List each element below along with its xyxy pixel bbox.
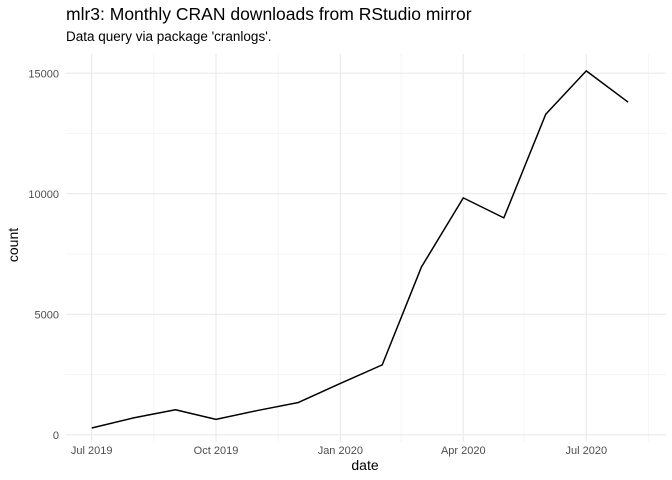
data-point — [339, 382, 341, 384]
x-tick-label: Jan 2020 — [318, 445, 363, 457]
y-axis-tick-labels: 0 5000 10000 15000 — [28, 68, 59, 441]
data-point — [462, 197, 464, 199]
data-point — [381, 364, 383, 366]
y-tick-label: 5000 — [35, 309, 59, 321]
x-tick-label: Oct 2019 — [194, 445, 239, 457]
chart-subtitle: Data query via package 'cranlogs'. — [66, 29, 272, 44]
y-tick-label: 10000 — [28, 189, 59, 201]
data-point — [503, 217, 505, 219]
data-point — [420, 266, 422, 268]
data-point — [585, 70, 587, 72]
y-tick-label: 15000 — [28, 68, 59, 80]
major-gridlines — [66, 54, 666, 442]
x-axis-title: date — [351, 457, 378, 473]
data-point — [174, 409, 176, 411]
series-layer — [91, 70, 629, 429]
minor-gridlines — [66, 54, 666, 442]
data-point — [91, 427, 93, 429]
data-point — [257, 409, 259, 411]
data-point — [297, 401, 299, 403]
chart-title: mlr3: Monthly CRAN downloads from RStudi… — [66, 4, 472, 24]
x-tick-label: Apr 2020 — [441, 445, 486, 457]
data-point — [133, 417, 135, 419]
y-tick-label: 0 — [53, 430, 59, 442]
data-point — [215, 418, 217, 420]
data-point — [627, 101, 629, 103]
x-tick-label: Jul 2019 — [71, 445, 113, 457]
x-tick-label: Jul 2020 — [565, 445, 607, 457]
series-line — [91, 70, 629, 429]
data-point — [545, 113, 547, 115]
y-axis-title: count — [5, 228, 21, 262]
x-axis-tick-labels: Jul 2019 Oct 2019 Jan 2020 Apr 2020 Jul 2020 — [71, 445, 607, 457]
